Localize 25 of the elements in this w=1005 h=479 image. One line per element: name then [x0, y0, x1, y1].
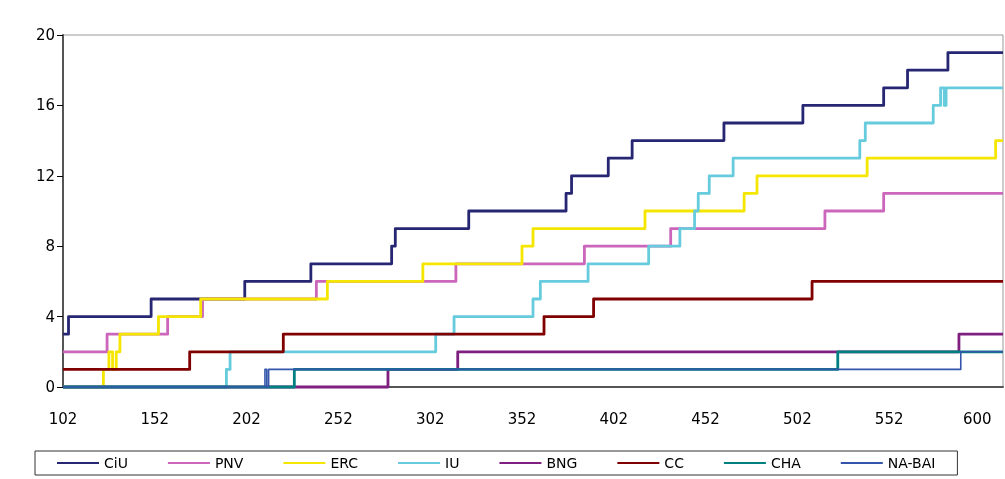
- x-tick-label: 600: [962, 409, 992, 428]
- legend-label: CHA: [770, 455, 802, 471]
- legend-label: CC: [664, 455, 685, 471]
- x-tick-label: 202: [232, 409, 261, 428]
- legend-label: CiU: [104, 455, 128, 471]
- x-tick-label: 552: [874, 409, 904, 428]
- legend-label: ERC: [330, 455, 359, 471]
- x-tick-label: 402: [599, 409, 629, 428]
- legend-label: NA-BAI: [887, 455, 936, 471]
- x-tick-label: 302: [415, 409, 445, 428]
- legend-label: PNV: [214, 455, 244, 471]
- y-tick-label: 12: [35, 166, 55, 185]
- y-tick-label: 16: [35, 96, 55, 115]
- x-tick-label: 252: [324, 409, 353, 428]
- legend-label: IU: [445, 455, 460, 471]
- y-tick-label: 8: [45, 237, 55, 256]
- y-tick-label: 0: [45, 378, 55, 396]
- x-tick-label: 452: [691, 409, 720, 428]
- legend-label: BNG: [546, 455, 578, 471]
- x-tick-label: 502: [783, 409, 812, 428]
- y-tick-label: 4: [45, 307, 55, 326]
- x-tick-label: 102: [48, 409, 78, 428]
- x-tick-label: 152: [140, 409, 170, 428]
- y-tick-label: 20: [35, 26, 55, 44]
- x-tick-label: 352: [507, 409, 537, 428]
